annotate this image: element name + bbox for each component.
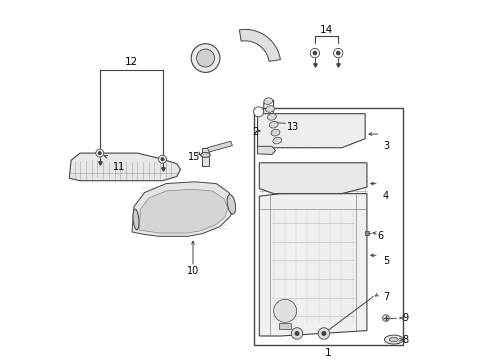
Text: 8: 8 [403,334,409,345]
Circle shape [318,328,330,339]
Text: 6: 6 [377,230,384,240]
Polygon shape [207,141,232,152]
Circle shape [334,48,343,58]
Ellipse shape [266,106,274,112]
Text: 2: 2 [252,127,259,136]
Circle shape [322,332,326,335]
Bar [254,108,403,345]
Circle shape [295,332,299,335]
Text: 11: 11 [113,162,125,172]
Circle shape [191,44,220,72]
Text: 4: 4 [383,191,389,201]
Circle shape [310,48,319,58]
Text: 13: 13 [287,122,299,132]
Text: 10: 10 [187,266,199,276]
Polygon shape [202,148,209,166]
Polygon shape [259,163,367,194]
Circle shape [337,51,340,55]
Circle shape [291,328,303,339]
Circle shape [254,107,264,117]
Ellipse shape [201,152,210,157]
Ellipse shape [270,121,278,128]
Ellipse shape [133,209,139,230]
Ellipse shape [271,129,280,136]
Ellipse shape [273,137,282,144]
Text: 9: 9 [402,313,408,323]
Text: 5: 5 [383,256,389,266]
Circle shape [96,149,104,157]
Ellipse shape [227,195,236,214]
Polygon shape [258,146,275,154]
Polygon shape [258,114,365,148]
Polygon shape [259,194,367,336]
Circle shape [159,155,167,163]
Circle shape [383,315,389,321]
Circle shape [313,51,317,55]
Polygon shape [132,182,234,236]
Text: 12: 12 [124,57,138,67]
Polygon shape [69,153,180,181]
Text: 1: 1 [325,348,332,358]
Circle shape [274,300,296,322]
Ellipse shape [264,98,273,104]
Circle shape [161,158,164,161]
Text: 7: 7 [383,292,389,302]
Text: 3: 3 [383,141,389,151]
Text: 14: 14 [320,25,333,35]
Circle shape [196,49,215,67]
Text: 15: 15 [188,152,200,162]
Ellipse shape [385,335,403,344]
Polygon shape [139,189,228,233]
Ellipse shape [390,337,398,342]
Bar [279,323,291,329]
Circle shape [98,152,101,154]
Polygon shape [240,30,280,62]
Ellipse shape [268,113,276,120]
